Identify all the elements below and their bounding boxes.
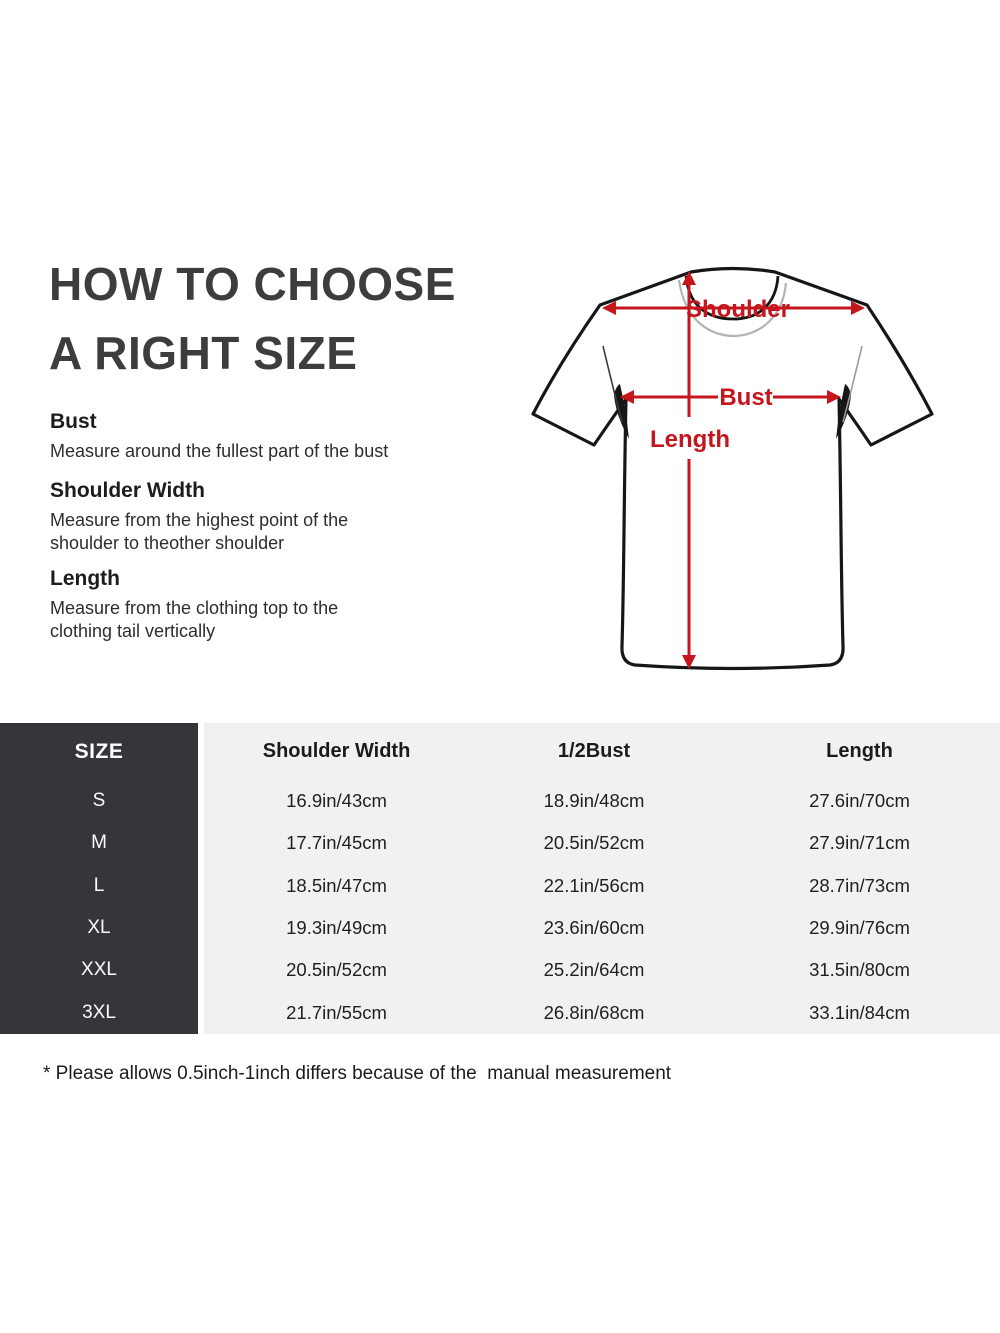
tshirt-diagram-svg: Shoulder Bust Length: [531, 266, 934, 671]
guide-section-shoulder-width: Shoulder Width Measure from the highest …: [50, 479, 480, 555]
size-label-l: L: [93, 874, 105, 896]
guide-description-shoulder-width: Measure from the highest point of the sh…: [50, 510, 349, 553]
length-arrow-label: Length: [650, 426, 730, 453]
shoulder-arrow-label: Shoulder: [686, 296, 790, 323]
bust-arrowhead-right: [827, 390, 841, 404]
page-title: HOW TO CHOOSE A RIGHT SIZE: [49, 250, 456, 388]
bust-arrowhead-left: [620, 390, 634, 404]
right-armpit-shadow: [836, 384, 851, 439]
cell-half-bust: 22.1in/56cm: [543, 874, 645, 896]
column-header-half-bust: 1/2Bust: [557, 740, 631, 762]
size-label-s: S: [92, 790, 106, 812]
cell-half-bust: 26.8in/68cm: [543, 1001, 645, 1023]
left-sleeve-seam: [602, 345, 623, 423]
tshirt-outline: [531, 266, 934, 671]
cell-shoulder: 21.7in/55cm: [286, 1001, 387, 1023]
table-row-xxl: 20.5in/52cm 25.2in/64cm 31.5in/80cm: [204, 949, 1000, 991]
guide-description-bust: Measure around the fullest part of the b…: [50, 441, 389, 461]
guide-heading-bust: Bust: [50, 410, 97, 433]
cell-shoulder: 19.3in/49cm: [286, 917, 387, 939]
size-table: SIZE S M L XL XXL 3XL Shoulder Width 1/2…: [0, 723, 1000, 1034]
guide-heading-length: Length: [50, 567, 120, 590]
table-row-s: 16.9in/43cm 18.9in/48cm 27.6in/70cm: [204, 780, 1000, 822]
shoulder-arrowhead-left: [602, 301, 616, 315]
shoulder-arrowhead-right: [851, 301, 865, 315]
size-column-header: SIZE: [74, 739, 124, 763]
table-row-3xl: 21.7in/55cm 26.8in/68cm 33.1in/84cm: [204, 992, 1000, 1034]
page-title-line2: A RIGHT SIZE: [49, 327, 358, 379]
size-table-panel: Shoulder Width 1/2Bust Length 16.9in/43c…: [204, 723, 1000, 1034]
size-column: SIZE S M L XL XXL 3XL: [0, 723, 198, 1034]
right-sleeve-seam: [842, 345, 863, 423]
cell-length: 29.9in/76cm: [809, 917, 910, 939]
cell-half-bust: 20.5in/52cm: [543, 832, 645, 854]
cell-shoulder: 20.5in/52cm: [286, 959, 387, 981]
table-row-xl: 19.3in/49cm 23.6in/60cm 29.9in/76cm: [204, 907, 1000, 949]
cell-shoulder: 16.9in/43cm: [286, 790, 387, 812]
length-arrowhead-bottom: [682, 655, 696, 669]
column-header-length: Length: [826, 740, 893, 762]
measurement-arrow-lines: [605, 280, 862, 660]
size-label-xxl: XXL: [81, 959, 117, 981]
measurement-arrowheads: [602, 271, 865, 669]
tshirt-measurement-diagram: Shoulder Bust Length: [505, 240, 945, 680]
page-title-line1: HOW TO CHOOSE: [49, 258, 456, 310]
size-label-m: M: [91, 832, 107, 854]
guide-section-length: Length Measure from the clothing top to …: [50, 567, 480, 643]
cell-length: 33.1in/84cm: [809, 1001, 910, 1023]
cell-shoulder: 18.5in/47cm: [286, 874, 387, 896]
size-table-header-row: Shoulder Width 1/2Bust Length: [204, 723, 1000, 780]
table-row-m: 17.7in/45cm 20.5in/52cm 27.9in/71cm: [204, 822, 1000, 864]
cell-half-bust: 18.9in/48cm: [543, 790, 645, 812]
column-header-shoulder-width: Shoulder Width: [262, 740, 411, 762]
size-label-xl: XL: [87, 917, 111, 939]
cell-length: 27.6in/70cm: [809, 790, 910, 812]
cell-half-bust: 23.6in/60cm: [543, 917, 645, 939]
collar-inner-line: [684, 275, 780, 321]
table-row-l: 18.5in/47cm 22.1in/56cm 28.7in/73cm: [204, 865, 1000, 907]
length-arrowhead-top: [682, 271, 696, 285]
cell-half-bust: 25.2in/64cm: [543, 959, 645, 981]
size-label-3xl: 3XL: [82, 1001, 116, 1023]
cell-length: 28.7in/73cm: [809, 874, 910, 896]
guide-description-length: Measure from the clothing top to the clo…: [50, 598, 339, 641]
guide-section-bust: Bust Measure around the fullest part of …: [50, 410, 480, 463]
measurement-disclaimer: * Please allows 0.5inch-1inch differs be…: [43, 1063, 672, 1084]
measurement-labels: Shoulder Bust Length: [650, 296, 790, 453]
cell-length: 31.5in/80cm: [809, 959, 910, 981]
guide-heading-shoulder-width: Shoulder Width: [50, 479, 205, 502]
cell-shoulder: 17.7in/45cm: [286, 832, 387, 854]
cell-length: 27.9in/71cm: [809, 832, 910, 854]
left-armpit-shadow: [614, 384, 629, 439]
bust-arrow-label: Bust: [719, 384, 772, 411]
